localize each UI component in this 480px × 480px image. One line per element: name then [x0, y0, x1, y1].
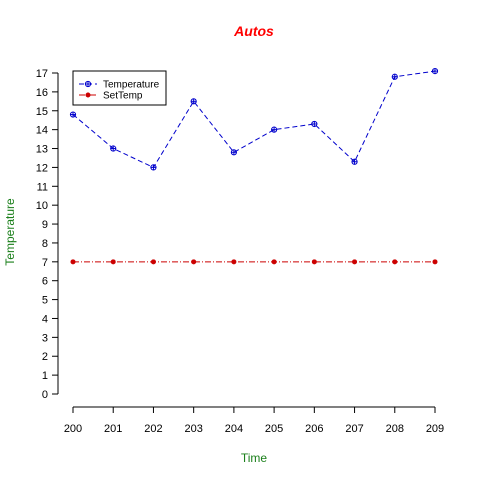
- legend-item-temperature: Temperature: [79, 80, 160, 91]
- legend-box: [72, 70, 167, 106]
- x-tick-label: 203: [184, 423, 202, 435]
- data-point-settemp: [150, 259, 156, 265]
- data-point-settemp: [352, 259, 358, 265]
- legend-label-settemp: SetTemp: [103, 91, 143, 102]
- data-point-temperature: [311, 120, 318, 128]
- x-tick-label: 205: [265, 423, 283, 435]
- y-tick-label: 6: [42, 276, 48, 288]
- data-point-settemp: [271, 259, 277, 265]
- data-point-temperature: [69, 111, 77, 118]
- y-tick-label: 14: [36, 125, 48, 137]
- data-point-settemp: [110, 259, 116, 265]
- y-tick-label: 11: [37, 181, 48, 193]
- x-tick-label: 200: [64, 423, 82, 435]
- y-tick-label: 10: [36, 200, 48, 212]
- x-tick-label: 206: [305, 423, 323, 435]
- y-tick-label: 5: [42, 295, 48, 307]
- y-tick-label: 9: [42, 219, 48, 231]
- chart-title: Autos: [233, 23, 274, 39]
- data-point-temperature: [391, 73, 398, 80]
- x-tick-label: 201: [104, 423, 122, 435]
- data-point-temperature: [190, 98, 197, 105]
- legend-marker-temperature: [84, 80, 92, 88]
- y-tick-label: 15: [36, 106, 48, 118]
- data-point-settemp: [191, 259, 197, 265]
- data-point-settemp: [231, 259, 237, 265]
- data-point-temperature: [431, 68, 439, 75]
- y-tick-label: 12: [36, 162, 48, 174]
- legend-marker-settemp: [85, 92, 91, 98]
- y-tick-label: 7: [42, 257, 48, 269]
- legend-item-settemp: SetTemp: [79, 91, 143, 102]
- y-tick-label: 17: [36, 68, 48, 80]
- data-point-settemp: [311, 259, 317, 265]
- y-tick-label: 4: [42, 313, 48, 325]
- series-temperature: [69, 68, 439, 171]
- y-tick-label: 16: [36, 87, 48, 99]
- data-point-settemp: [70, 259, 76, 265]
- x-tick-label: 202: [144, 423, 162, 435]
- data-point-temperature: [230, 149, 237, 156]
- x-tick-label: 207: [345, 423, 363, 435]
- series-line-temperature: [72, 70, 436, 169]
- y-tick-label: 3: [42, 332, 48, 344]
- series-settemp: [70, 259, 438, 265]
- y-tick-label: 1: [42, 370, 48, 382]
- y-tick-label: 13: [36, 144, 48, 156]
- data-point-settemp: [392, 259, 398, 265]
- data-point-temperature: [271, 126, 278, 133]
- x-tick-label: 209: [426, 423, 444, 435]
- data-point-temperature: [110, 145, 117, 152]
- legend-label-temperature: Temperature: [103, 80, 160, 91]
- y-tick-label: 2: [42, 351, 48, 363]
- data-point-temperature: [150, 164, 157, 171]
- data-point-temperature: [351, 158, 358, 165]
- data-point-settemp: [432, 259, 438, 265]
- y-axis-label: Temperature: [3, 198, 17, 266]
- x-tick-label: 208: [386, 423, 404, 435]
- x-axis-label: Time: [241, 451, 268, 465]
- y-tick-label: 8: [42, 238, 48, 250]
- x-tick-label: 204: [225, 423, 243, 435]
- y-tick-label: 0: [42, 389, 48, 401]
- series-layer: [69, 68, 439, 265]
